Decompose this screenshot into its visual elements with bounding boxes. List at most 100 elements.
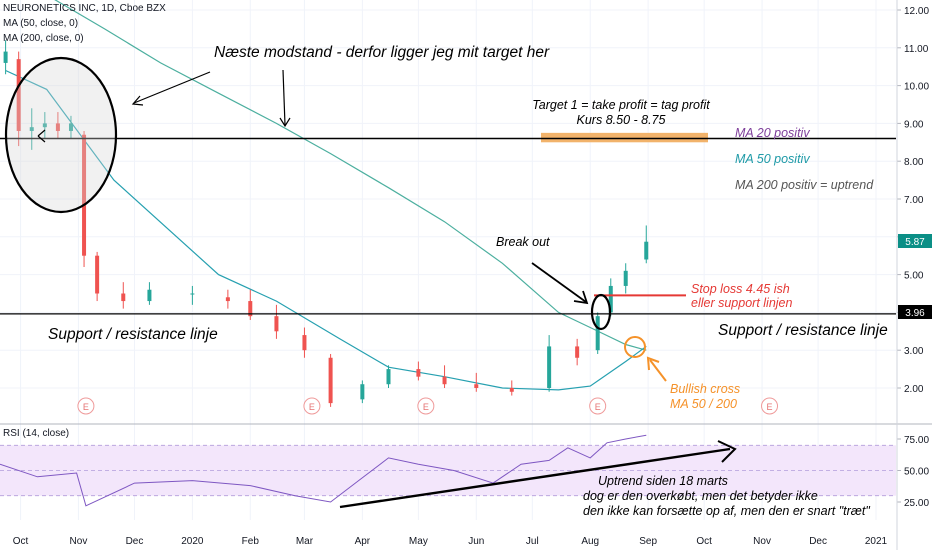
bullish-cross-circle xyxy=(624,336,646,358)
rsi-trend-arrowhead xyxy=(717,440,737,463)
time-tick-label: Nov xyxy=(753,536,771,547)
price-tick-label: 12.00 xyxy=(904,6,929,17)
bullish-cross-arrow xyxy=(649,359,667,382)
rsi-level-lines xyxy=(0,444,896,497)
annotation-resistance: Næste modstand - derfor ligger jeg mit t… xyxy=(214,44,550,61)
candle-body xyxy=(121,293,126,302)
time-tick-label: Aug xyxy=(581,536,599,547)
candle-body xyxy=(225,297,230,302)
candles xyxy=(3,40,649,407)
candle-body xyxy=(16,59,21,131)
support-price-label: 3.96 xyxy=(905,308,925,319)
resistance-arrowhead-down xyxy=(279,117,291,128)
annotation-rsi-1: Uptrend siden 18 marts xyxy=(598,474,728,488)
time-tick-label: Jun xyxy=(468,536,484,547)
annotation-bullish-1: Bullish cross xyxy=(670,382,740,396)
candle-body xyxy=(302,335,307,351)
candle-body xyxy=(82,134,87,256)
price-tick-label: 5.00 xyxy=(904,271,924,282)
price-tick-label: 8.00 xyxy=(904,157,924,168)
breakout-arrow xyxy=(531,262,587,303)
time-tick-label: Mar xyxy=(296,536,314,547)
candle-body xyxy=(575,346,580,358)
candle-body xyxy=(416,369,421,377)
resistance-circle xyxy=(4,56,118,214)
time-tick-label: Nov xyxy=(70,536,88,547)
rsi-tick-label: 25.00 xyxy=(904,498,929,509)
annotation-ma50: MA 50 positiv xyxy=(735,152,810,166)
earnings-marker[interactable] xyxy=(417,397,435,415)
last-price-label: 5.87 xyxy=(905,237,925,248)
annotation-stoploss-1: Stop loss 4.45 ish xyxy=(691,282,790,296)
arrow-into-circle xyxy=(37,129,46,143)
rsi-legend[interactable]: RSI (14, close) xyxy=(3,428,70,439)
annotation-rsi-3: den ikke kan forsætte op af, men den er … xyxy=(583,504,870,518)
time-tick-label: Dec xyxy=(809,536,827,547)
earnings-marker[interactable] xyxy=(303,397,321,415)
support-price-badge xyxy=(898,305,932,319)
candle-body xyxy=(360,384,365,400)
earnings-marker[interactable] xyxy=(761,397,779,415)
target-zone xyxy=(541,132,708,143)
price-tick-label: 11.00 xyxy=(904,44,929,55)
candle-body xyxy=(474,384,479,388)
price-tick-label: 7.00 xyxy=(904,195,924,206)
candle-body xyxy=(68,123,73,131)
resistance-arrowhead-left xyxy=(131,95,144,106)
rsi-line xyxy=(0,434,647,507)
rsi-tick-label: 50.00 xyxy=(904,467,929,478)
candle-body xyxy=(328,357,333,404)
bullish-cross-arrowhead xyxy=(646,356,660,371)
annotation-stoploss-2: eller support linjen xyxy=(691,296,792,310)
resistance-arrow-down xyxy=(282,69,286,126)
candle-body xyxy=(3,51,8,63)
earnings-marker-label: E xyxy=(309,402,315,412)
candle-body xyxy=(644,241,649,260)
candle-body xyxy=(95,255,100,294)
candle-body xyxy=(147,289,152,302)
candle-body xyxy=(547,346,552,388)
candle-body xyxy=(442,376,447,385)
earnings-marker-label: E xyxy=(595,402,601,412)
annotation-target-1: Target 1 = take profit = tag profit xyxy=(532,98,710,112)
candle-body xyxy=(55,123,60,131)
time-tick-label: 2020 xyxy=(181,536,204,547)
time-axis: Oct Nov Dec 2020 Feb Mar Apr May Jun Jul Aug Sep Oct… xyxy=(13,536,888,547)
candle-body xyxy=(29,127,34,131)
annotation-target-2: Kurs 8.50 - 8.75 xyxy=(577,113,666,127)
breakout-arrowhead xyxy=(573,290,589,305)
earnings-marker-label: E xyxy=(423,402,429,412)
annotation-ma200: MA 200 positiv = uptrend xyxy=(735,178,874,192)
time-tick-label: Feb xyxy=(242,536,260,547)
annotation-breakout: Break out xyxy=(496,235,550,249)
candle-body xyxy=(42,123,47,128)
ma50-legend[interactable]: MA (50, close, 0) xyxy=(3,18,79,29)
annotation-rsi-2: dog er den overkøbt, men det betyder ikk… xyxy=(583,489,818,503)
time-tick-label: Oct xyxy=(696,536,712,547)
price-tick-label: 9.00 xyxy=(904,119,924,130)
time-tick-label: Dec xyxy=(126,536,144,547)
price-tick-label: 3.00 xyxy=(904,346,924,357)
candle-body xyxy=(623,270,628,286)
candle-body xyxy=(274,316,279,332)
price-tick-label: 2.00 xyxy=(904,384,924,395)
ma200-line xyxy=(54,0,647,351)
time-tick-label: Apr xyxy=(355,536,371,547)
grid-lines xyxy=(0,0,896,520)
resistance-arrow-left xyxy=(133,71,211,104)
time-tick-label: 2021 xyxy=(865,536,888,547)
earnings-marker-label: E xyxy=(83,402,89,412)
rsi-trend-line xyxy=(339,447,731,509)
annotation-bullish-2: MA 50 / 200 xyxy=(670,397,737,411)
candle-body xyxy=(509,388,514,392)
time-tick-label: Sep xyxy=(639,536,657,547)
earnings-marker[interactable] xyxy=(77,397,95,415)
annotation-ma20: MA 20 positiv xyxy=(735,126,810,140)
ma200-legend[interactable]: MA (200, close, 0) xyxy=(3,33,84,44)
earnings-marker[interactable] xyxy=(589,397,607,415)
rsi-axis: 75.00 50.00 25.00 xyxy=(897,435,929,509)
candle-body xyxy=(595,316,600,351)
symbol-title[interactable]: NEURONETICS INC, 1D, Cboe BZX xyxy=(3,3,166,14)
